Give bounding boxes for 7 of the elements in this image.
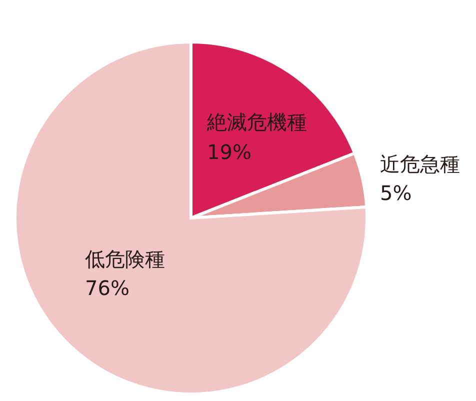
slice-label: 低危険種	[85, 247, 165, 271]
data-label: 5%	[380, 181, 412, 205]
data-label: 19%	[207, 140, 252, 164]
data-label: 76%	[85, 276, 130, 300]
pie-slice	[14, 40, 368, 396]
slice-label: 近危急種	[380, 152, 460, 176]
slice-label: 絶滅危機種	[206, 110, 307, 134]
